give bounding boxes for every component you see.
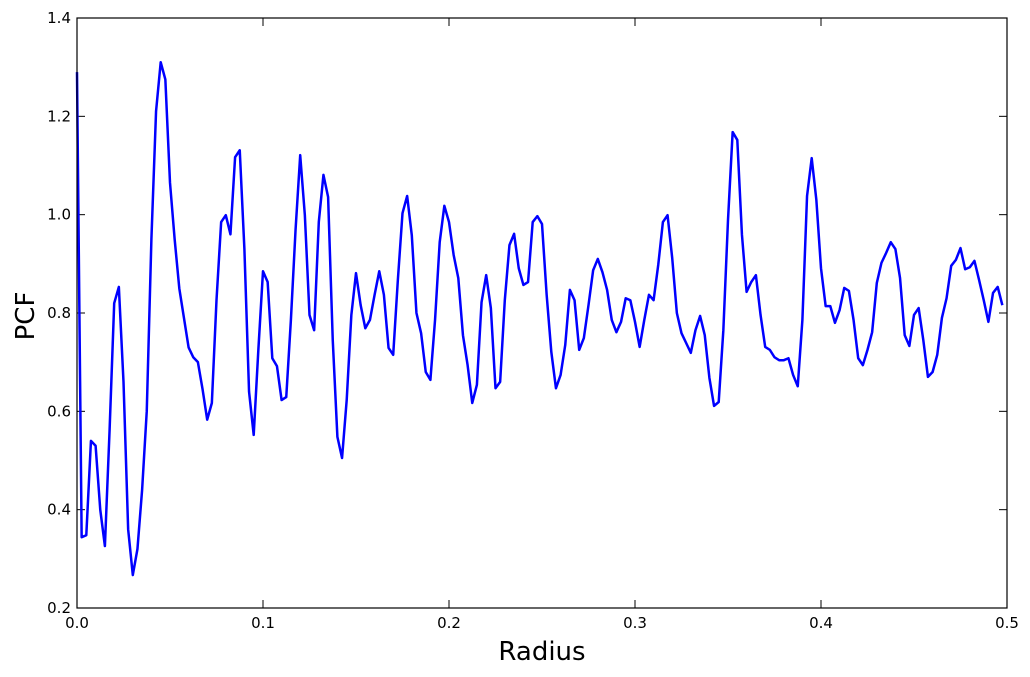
x-axis-label: Radius: [498, 637, 585, 667]
x-tick-label: 0.0: [65, 614, 89, 632]
x-tick-label: 0.1: [251, 614, 275, 632]
x-tick-label: 0.4: [809, 614, 833, 632]
y-tick-label: 0.4: [47, 501, 71, 519]
x-tick-label: 0.2: [437, 614, 461, 632]
y-axis-label: PCF: [11, 292, 41, 341]
plot-frame: [76, 17, 1008, 609]
y-tick-label: 0.6: [47, 402, 71, 420]
y-tick-label: 0.2: [47, 599, 71, 617]
y-tick-label: 1.2: [47, 107, 71, 125]
data-line: [75, 61, 1004, 577]
x-tick-label: 0.3: [623, 614, 647, 632]
y-tick-label: 0.8: [47, 304, 71, 322]
y-tick-label: 1.0: [47, 206, 71, 224]
x-tick-label: 0.5: [995, 614, 1019, 632]
y-tick-label: 1.4: [47, 9, 71, 27]
